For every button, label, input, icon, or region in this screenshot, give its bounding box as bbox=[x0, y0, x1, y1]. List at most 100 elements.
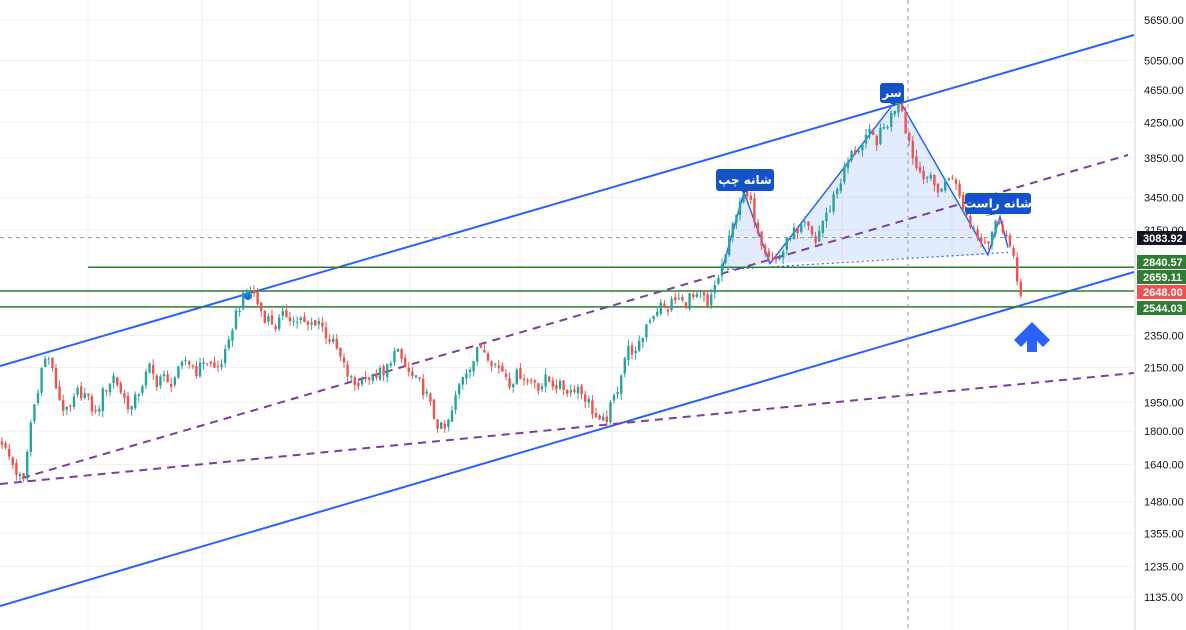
candle bbox=[944, 178, 947, 193]
candle bbox=[306, 320, 310, 331]
horizontal-levels[interactable] bbox=[0, 266, 1134, 308]
candle bbox=[609, 400, 612, 425]
candle bbox=[951, 174, 954, 181]
candle bbox=[458, 382, 461, 399]
candle bbox=[998, 217, 1001, 225]
candle bbox=[479, 342, 482, 349]
candle bbox=[436, 419, 439, 433]
price-tag-background bbox=[1137, 231, 1186, 245]
candle bbox=[753, 192, 756, 229]
candle bbox=[386, 363, 389, 383]
candle bbox=[76, 385, 79, 398]
candle bbox=[681, 294, 684, 303]
candle bbox=[98, 405, 101, 417]
candle bbox=[450, 405, 454, 422]
candle bbox=[850, 149, 853, 163]
candle bbox=[1012, 245, 1015, 259]
candle bbox=[11, 456, 14, 470]
candle bbox=[332, 334, 335, 344]
lower-dashed-trendline[interactable] bbox=[0, 372, 1135, 485]
candle bbox=[180, 360, 184, 370]
candle bbox=[166, 370, 169, 383]
candle bbox=[872, 129, 875, 136]
candle bbox=[184, 356, 187, 366]
candle bbox=[443, 419, 446, 433]
mid-dashed-trendline[interactable] bbox=[21, 154, 1129, 479]
candle bbox=[846, 157, 850, 174]
candle bbox=[940, 188, 943, 193]
channel-upper-line[interactable] bbox=[0, 34, 1135, 367]
candle bbox=[342, 353, 346, 368]
candle bbox=[83, 387, 86, 400]
candle bbox=[508, 372, 511, 391]
candle bbox=[882, 123, 886, 130]
candle bbox=[796, 226, 799, 240]
candle bbox=[911, 135, 914, 165]
candle bbox=[72, 393, 76, 410]
candle bbox=[544, 368, 547, 393]
left-shoulder-fill bbox=[722, 192, 770, 270]
candle bbox=[562, 380, 565, 396]
callout-label: شانه راست bbox=[964, 197, 1032, 211]
candle bbox=[634, 346, 637, 360]
y-tick-label-12: 1480.00 bbox=[1144, 497, 1184, 509]
trend-channel[interactable] bbox=[0, 34, 1135, 607]
candle bbox=[828, 205, 832, 214]
candle bbox=[440, 422, 443, 430]
candle bbox=[90, 393, 94, 416]
candle bbox=[807, 221, 810, 231]
price-tag-background bbox=[1137, 285, 1186, 299]
candle bbox=[472, 360, 475, 377]
candle bbox=[0, 437, 4, 449]
candle bbox=[782, 249, 785, 265]
candle bbox=[612, 393, 616, 404]
channel-lower-line[interactable] bbox=[0, 271, 1135, 607]
candle bbox=[774, 253, 778, 264]
candle bbox=[555, 378, 558, 394]
price-tag-background bbox=[1137, 270, 1186, 284]
candle bbox=[724, 254, 727, 265]
y-tick-label-13: 1355.00 bbox=[1144, 528, 1184, 540]
candle bbox=[130, 405, 133, 416]
candle bbox=[278, 314, 281, 332]
y-tick-label-2: 4650.00 bbox=[1144, 85, 1184, 97]
candle bbox=[886, 124, 889, 130]
candle bbox=[33, 403, 36, 425]
candlesticks bbox=[0, 94, 1022, 483]
up-arrow-icon bbox=[1014, 322, 1050, 352]
candle bbox=[918, 161, 922, 174]
candle bbox=[94, 404, 97, 415]
candle bbox=[713, 280, 716, 299]
y-tick-label-5: 3450.00 bbox=[1144, 192, 1184, 204]
price-tag-label: 2659.11 bbox=[1143, 272, 1182, 284]
price-tags: 3083.92 2840.57 2659.11 2648.00 2544.03 bbox=[1137, 231, 1186, 315]
candle bbox=[566, 389, 569, 398]
y-tick-label-3: 4250.00 bbox=[1144, 117, 1184, 129]
candle bbox=[857, 146, 860, 155]
candle bbox=[972, 225, 976, 231]
candle bbox=[317, 317, 320, 330]
candle bbox=[976, 225, 979, 242]
candle bbox=[688, 292, 691, 311]
candle bbox=[400, 347, 403, 363]
candle bbox=[234, 306, 238, 331]
candle bbox=[414, 374, 418, 379]
pattern-callouts: شانه چپ سر شانه راست bbox=[716, 83, 1050, 352]
candle bbox=[843, 161, 846, 185]
candle bbox=[497, 359, 500, 374]
candle bbox=[962, 191, 965, 211]
candle bbox=[105, 389, 108, 397]
candle bbox=[224, 344, 227, 368]
candle bbox=[173, 375, 176, 388]
candle bbox=[256, 287, 259, 306]
candle bbox=[630, 342, 634, 360]
candle bbox=[357, 379, 360, 390]
candle bbox=[533, 379, 536, 389]
candle bbox=[339, 347, 342, 362]
candle bbox=[548, 375, 551, 383]
candle bbox=[987, 240, 990, 250]
candle bbox=[209, 360, 212, 367]
candle bbox=[749, 192, 752, 205]
candle bbox=[720, 258, 724, 282]
